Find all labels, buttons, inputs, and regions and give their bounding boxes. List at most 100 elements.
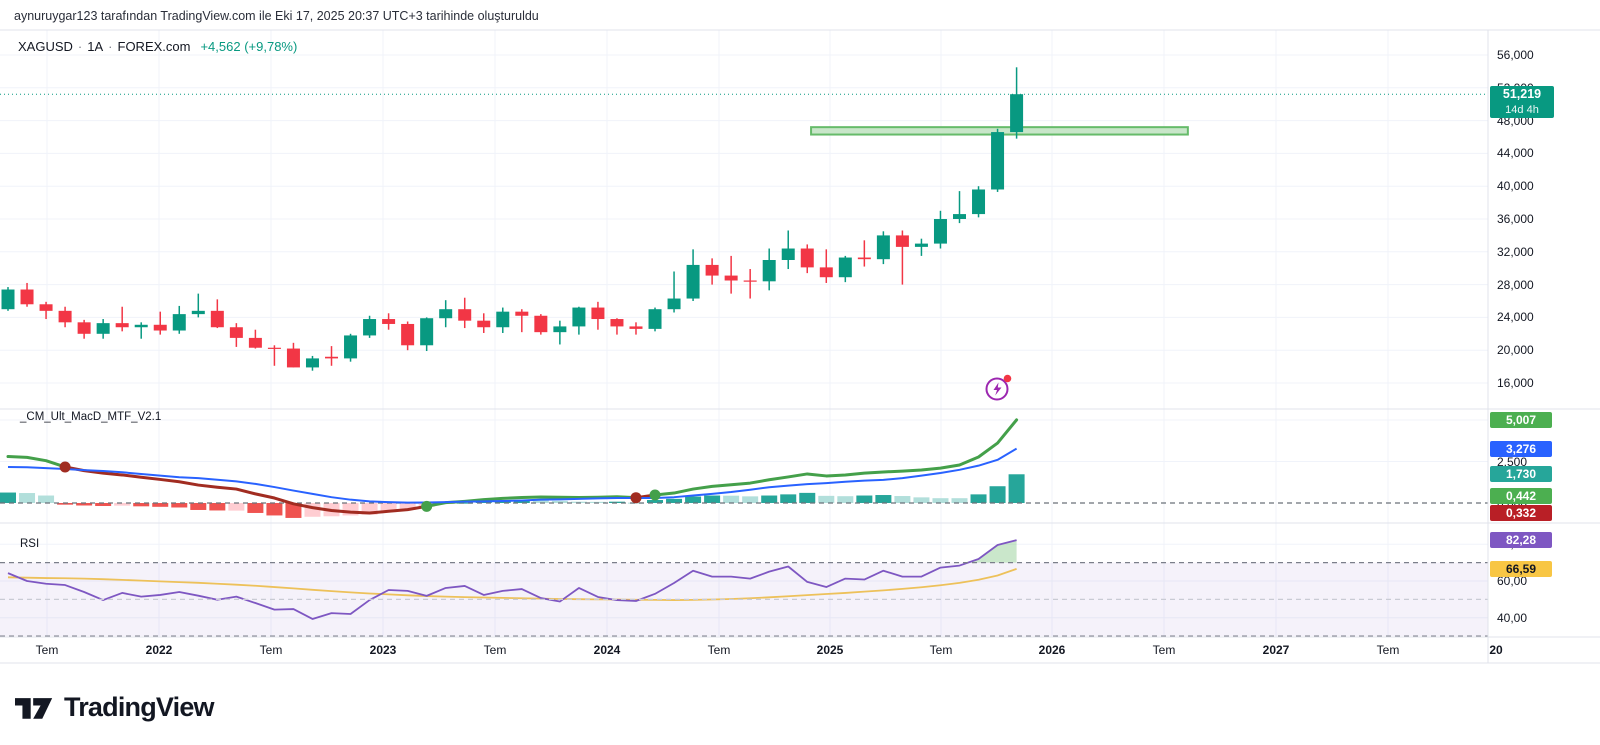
macd-value-badge: 5,007	[1490, 411, 1552, 428]
macd-cross-dot	[630, 492, 642, 504]
candle	[648, 309, 662, 329]
time-axis-label: Tem	[929, 643, 953, 657]
tradingview-logo[interactable]: TradingView	[15, 692, 215, 723]
price-axis-label: 32,000	[1497, 244, 1534, 259]
time-axis-label: 2023	[369, 643, 397, 657]
candle	[972, 189, 986, 215]
price-axis-column[interactable]: 56,00052,00048,00044,00040,00036,00032,0…	[1488, 30, 1600, 663]
candle	[58, 310, 72, 323]
time-axis-label: 2022	[145, 643, 173, 657]
candle	[743, 280, 757, 282]
candle	[953, 214, 966, 219]
price-axis-label: 16,000	[1497, 376, 1534, 390]
time-axis-label: Tem	[483, 643, 507, 657]
price-axis-label: 28,000	[1497, 277, 1534, 292]
macd-cross-dot	[649, 489, 661, 501]
candle	[496, 311, 510, 328]
price-axis-label: 24,000	[1497, 310, 1534, 325]
rsi-indicator-label[interactable]: RSI	[20, 538, 40, 550]
macd-axis-label: 2,500	[1497, 454, 1528, 469]
candle	[914, 243, 928, 247]
price-axis-label: 56,000	[1497, 48, 1534, 62]
candle	[667, 298, 681, 310]
macd-value-badge: 1,730	[1490, 466, 1552, 483]
candles-group	[1, 67, 1024, 371]
candle	[686, 264, 700, 299]
symbol-interval: 1A	[87, 39, 104, 54]
candle	[325, 356, 339, 359]
rsi-ma-line	[7, 568, 1017, 601]
time-axis[interactable]: Tem 2022 Tem 2023 Tem 2024 Tem 2025 Tem 2026 Tem 20…	[0, 637, 1600, 663]
candle	[1010, 94, 1024, 133]
flash-marker-icon[interactable]	[983, 373, 1013, 403]
price-axis-label: 40,000	[1497, 179, 1534, 194]
rsi-axis-label: 60,00	[1497, 574, 1528, 588]
title-separator: ·	[108, 39, 113, 54]
symbol-title-row[interactable]: XAGUSD · 1A · FOREX.com +4,562 (+9,78%)	[18, 39, 297, 54]
candle	[724, 275, 738, 281]
candle	[210, 310, 224, 328]
candle	[134, 324, 148, 328]
candle	[876, 235, 890, 260]
candle	[991, 132, 1005, 190]
candle	[153, 324, 167, 331]
candle	[305, 358, 319, 368]
tradingview-wordmark: TradingView	[64, 692, 215, 722]
candle	[115, 323, 129, 328]
macd-indicator-label[interactable]: _CM_Ult_MacD_MTF_V2.1	[20, 411, 162, 423]
macd-cross-dot	[59, 461, 71, 473]
candle	[838, 257, 852, 278]
candle	[382, 319, 396, 324]
candle	[172, 314, 186, 331]
candle	[705, 264, 719, 276]
bar-countdown: 14d 4h	[1505, 103, 1539, 116]
candle	[477, 320, 491, 328]
time-axis-label: Tem	[259, 643, 283, 657]
symbol-exchange: FOREX.com	[117, 39, 191, 54]
macd-value-badge: 0,442	[1490, 487, 1552, 504]
time-axis-label: 2024	[593, 643, 621, 657]
candle	[458, 309, 472, 321]
last-price-value: 51,219	[1502, 86, 1542, 101]
time-axis-label: Tem	[1376, 643, 1400, 657]
candle	[20, 289, 34, 305]
candle	[629, 326, 643, 329]
symbol-change: +4,562 (+9,78%)	[200, 39, 298, 54]
candle	[553, 326, 567, 333]
time-axis-label: Tem	[1152, 643, 1176, 657]
time-axis-label: Tem	[35, 643, 59, 657]
candle	[591, 307, 605, 320]
title-separator: ·	[77, 39, 83, 54]
candle	[762, 260, 776, 282]
rsi-axis-label: 40,00	[1497, 610, 1528, 625]
macd-signal-line	[7, 447, 1018, 504]
candle	[819, 267, 833, 278]
candle	[286, 348, 300, 368]
candle	[1, 289, 15, 310]
candle	[363, 319, 377, 336]
price-axis-label: 20,000	[1497, 343, 1534, 358]
candle	[800, 248, 814, 268]
symbol-name: XAGUSD	[18, 39, 73, 54]
candle	[344, 335, 358, 359]
macd-value-badge: 0,332	[1490, 504, 1552, 521]
candle	[534, 315, 548, 333]
macd-cross-dot	[421, 500, 433, 512]
candle	[96, 323, 110, 334]
time-axis-label: 2026	[1038, 643, 1066, 657]
macd-value-badge: 3,276	[1490, 440, 1552, 457]
candle	[895, 235, 909, 247]
candle	[229, 327, 243, 338]
time-axis-label: 2025	[816, 643, 844, 657]
candle	[420, 318, 434, 346]
tradingview-logo-mark	[15, 697, 53, 719]
price-axis-label: 44,000	[1497, 146, 1534, 161]
macd-line	[653, 418, 1019, 497]
macd-line	[63, 465, 429, 515]
rsi-line	[7, 539, 1017, 620]
candle	[515, 311, 529, 316]
macd-line	[6, 455, 67, 469]
time-axis-label: Tem	[707, 643, 731, 657]
